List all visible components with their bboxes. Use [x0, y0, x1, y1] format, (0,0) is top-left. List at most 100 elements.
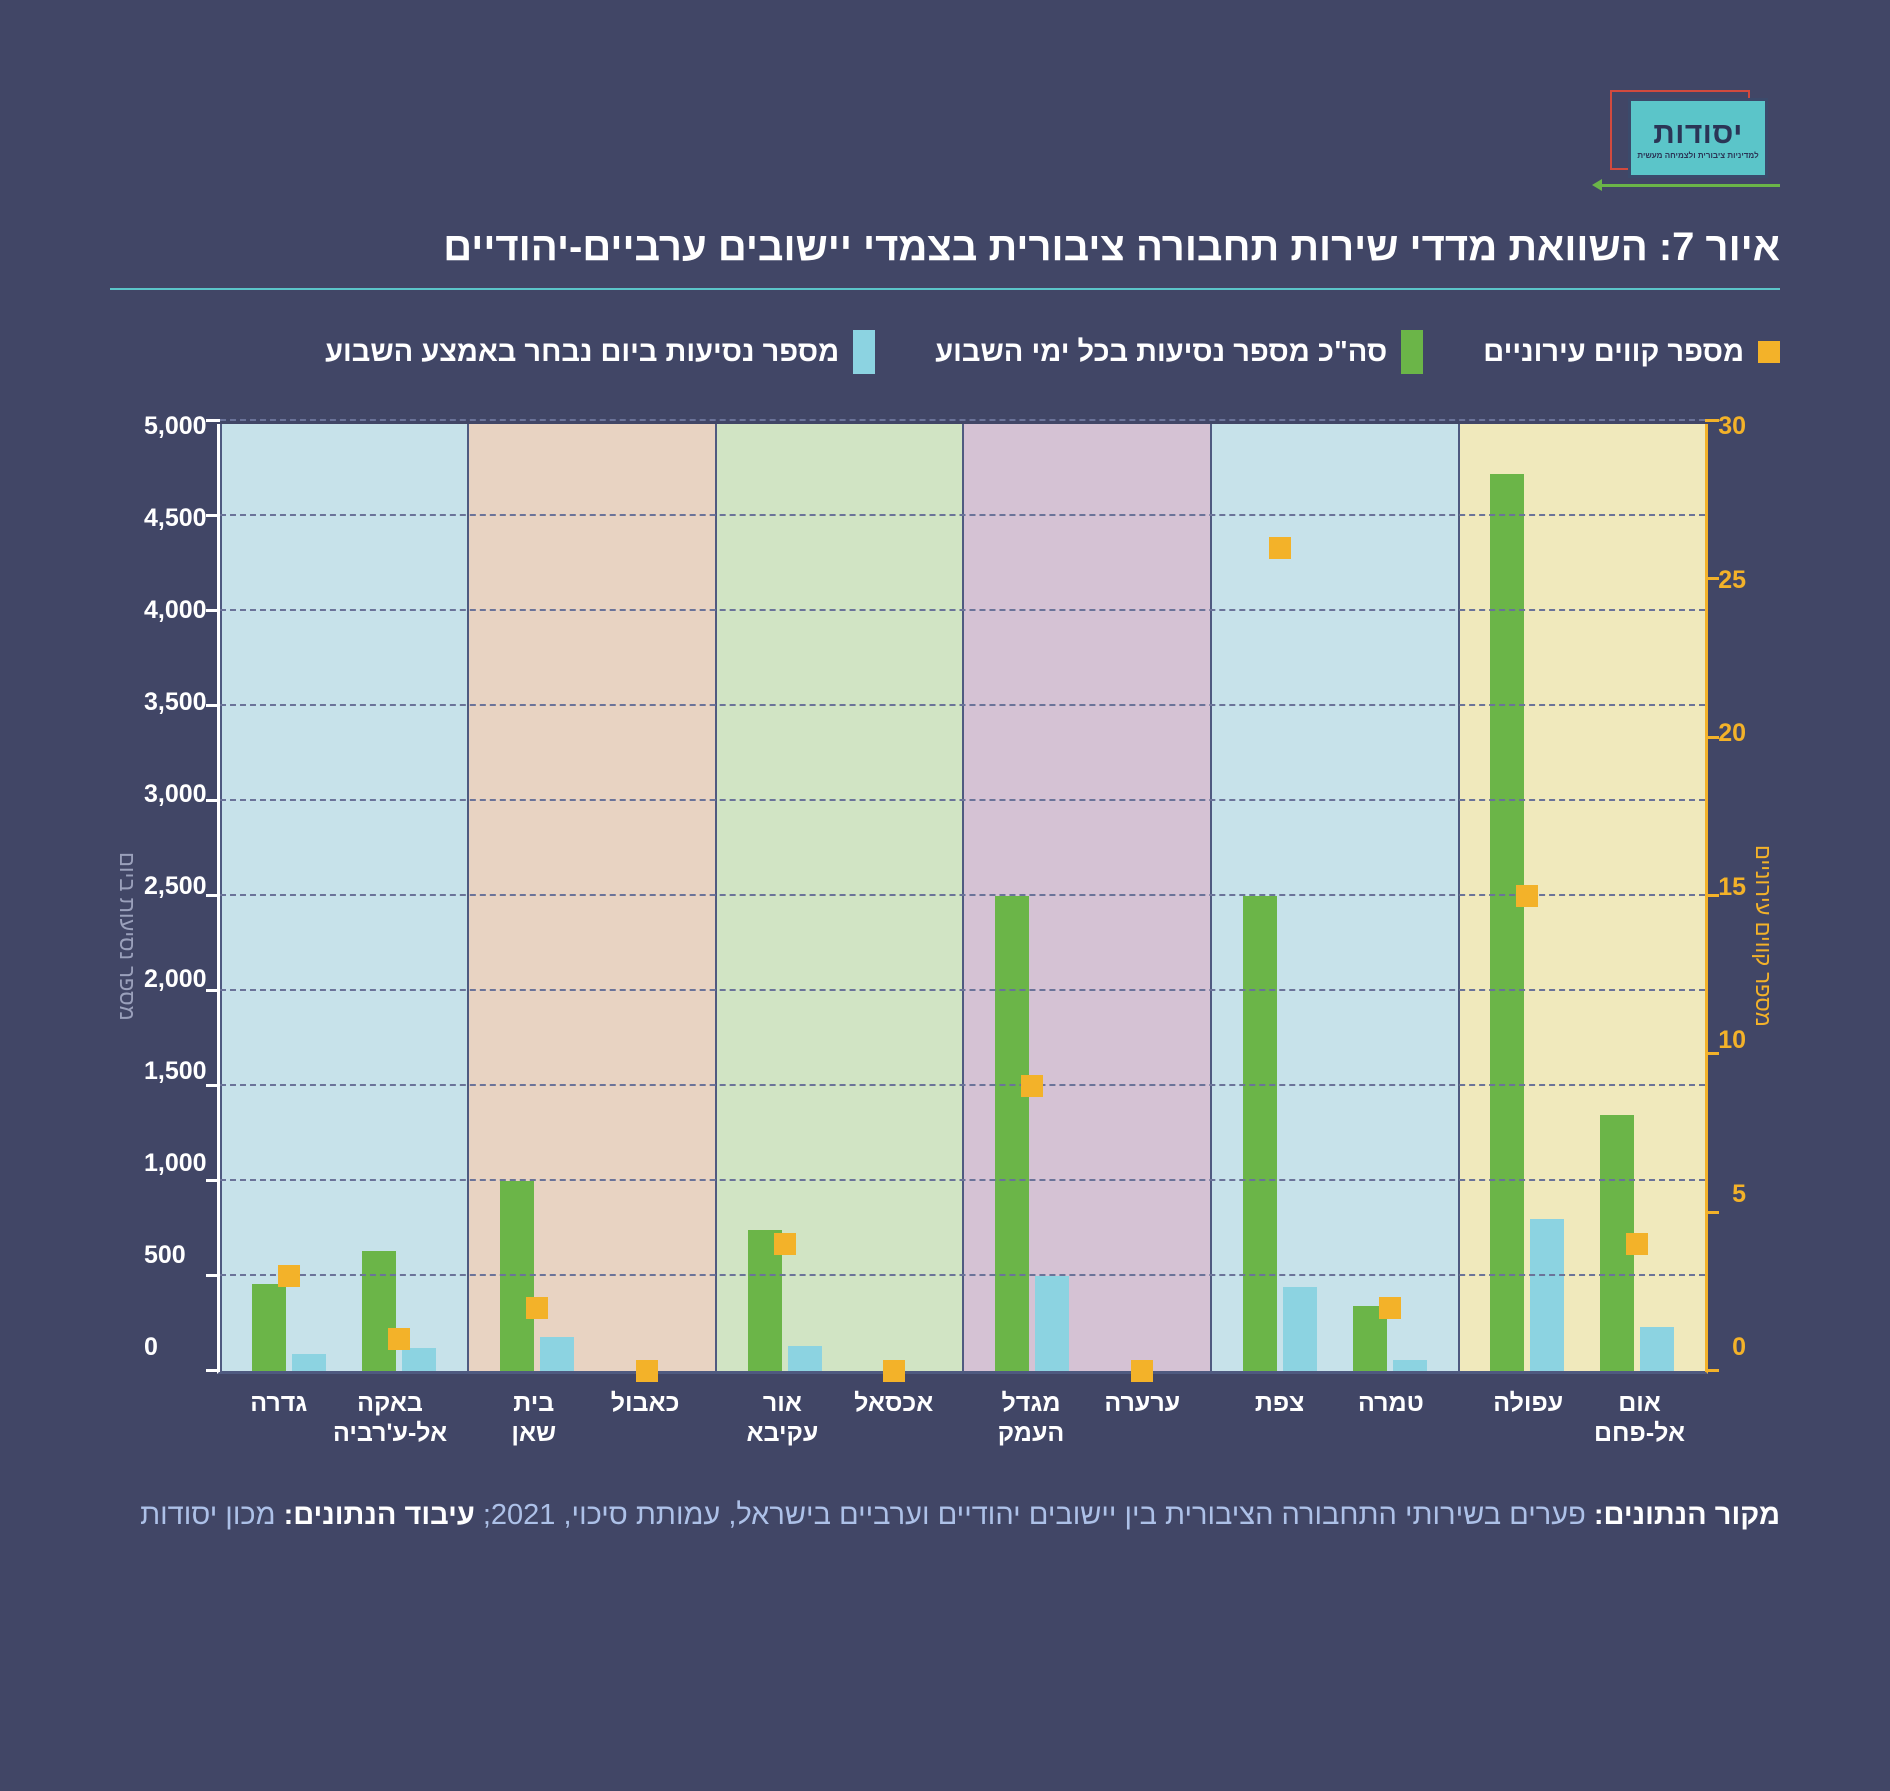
logo: יסודות למדיניות ציבורית ולצמיחה מעשית — [110, 90, 1780, 185]
y-left-tick: 1,500 — [144, 1057, 207, 1086]
marker-lines — [1626, 1233, 1648, 1255]
source-label: מקור הנתונים: — [1594, 1499, 1780, 1531]
marker-lines — [883, 1360, 905, 1382]
panel — [715, 424, 963, 1371]
marker-lines — [1021, 1075, 1043, 1097]
bar-icon — [1401, 330, 1423, 374]
y-left-tick: 2,500 — [144, 872, 207, 901]
y-left-tick: 1,000 — [144, 1149, 207, 1178]
y-right-tick: 10 — [1718, 1026, 1746, 1055]
bar-total-trips — [500, 1181, 534, 1371]
logo-name: יסודות — [1653, 117, 1743, 151]
legend: מספר קווים עירוניים סה"כ מספר נסיעות בכל… — [110, 330, 1780, 374]
x-label: כאבול — [594, 1388, 695, 1448]
y-left-tick: 0 — [144, 1333, 158, 1362]
city-group — [597, 424, 697, 1371]
y-left-tick: 3,500 — [144, 688, 207, 717]
city-group — [349, 424, 449, 1371]
x-label: ערערה — [1092, 1388, 1193, 1448]
y-left-tick: 3,000 — [144, 780, 207, 809]
divider — [110, 288, 1780, 290]
bar-day-trips — [540, 1337, 574, 1371]
bar-day-trips — [1640, 1327, 1674, 1371]
marker-lines — [774, 1233, 796, 1255]
panel — [467, 424, 715, 1371]
y-left-tick: 4,000 — [144, 596, 207, 625]
city-group — [240, 424, 340, 1371]
y-left-label: מספר נסיעות ביום — [110, 424, 144, 1448]
x-label: באקהאל-ע'רביה — [333, 1388, 447, 1448]
y-right-tick: 0 — [1732, 1333, 1746, 1362]
y-right-tick: 25 — [1718, 566, 1746, 595]
y-left-tick: 4,500 — [144, 504, 207, 533]
x-label: טמרה — [1340, 1388, 1441, 1448]
city-group — [1092, 424, 1192, 1371]
proc-text: מכון יסודות — [140, 1499, 275, 1531]
bar-total-trips — [252, 1284, 286, 1371]
marker-lines — [278, 1265, 300, 1287]
x-label: אכסאל — [843, 1388, 944, 1448]
source-footer: מקור הנתונים: פערים בשירותי התחבורה הציב… — [110, 1488, 1780, 1543]
city-group — [1340, 424, 1440, 1371]
x-label: אורעקיבא — [732, 1388, 833, 1448]
plot-area — [217, 424, 1709, 1374]
marker-lines — [526, 1297, 548, 1319]
city-group — [1478, 424, 1578, 1371]
city-group — [1587, 424, 1687, 1371]
y-right-ticks: 30 25 20 15 10 5 0 — [1708, 412, 1746, 1362]
city-group — [735, 424, 835, 1371]
arrow-icon — [1600, 184, 1780, 187]
x-label: צפת — [1229, 1388, 1330, 1448]
legend-item-lines: מספר קווים עירוניים — [1483, 330, 1780, 374]
marker-lines — [1516, 885, 1538, 907]
bar-total-trips — [1490, 474, 1524, 1371]
legend-item-total: סה"כ מספר נסיעות בכל ימי השבוע — [935, 330, 1423, 374]
x-label: עפולה — [1478, 1388, 1579, 1448]
square-icon — [1758, 341, 1780, 363]
x-label: ביתשאן — [483, 1388, 584, 1448]
logo-subtitle: למדיניות ציבורית ולצמיחה מעשית — [1637, 151, 1758, 160]
bar-day-trips — [1530, 1219, 1564, 1371]
city-group — [845, 424, 945, 1371]
bar-day-trips — [788, 1346, 822, 1371]
bar-total-trips — [1243, 896, 1277, 1371]
x-label: מגדלהעמק — [980, 1388, 1081, 1448]
bar-total-trips — [362, 1251, 396, 1371]
x-labels: אוםאל-פחםעפולהטמרהצפתערערהמגדלהעמקאכסאלא… — [217, 1388, 1709, 1448]
marker-lines — [388, 1328, 410, 1350]
panel — [220, 424, 468, 1371]
city-group — [487, 424, 587, 1371]
source-text: פערים בשירותי התחבורה הציבורית בין יישוב… — [483, 1499, 1586, 1531]
y-left-tick: 5,000 — [144, 412, 207, 441]
chart-title: איור 7: השוואת מדדי שירות תחבורה ציבורית… — [110, 225, 1780, 270]
bar-day-trips — [402, 1348, 436, 1371]
y-left-ticks: 5,000 4,500 4,000 3,500 3,000 2,500 2,000 1,500… — [144, 412, 217, 1362]
panel — [962, 424, 1210, 1371]
proc-label: עיבוד הנתונים: — [284, 1499, 475, 1531]
y-right-tick: 30 — [1718, 412, 1746, 441]
legend-item-day: מספר נסיעות ביום נבחר באמצע השבוע — [325, 330, 875, 374]
legend-label: סה"כ מספר נסיעות בכל ימי השבוע — [935, 336, 1387, 369]
chart: מספר קווים עירוניים 302520151050 אוםאל-פ… — [110, 424, 1780, 1448]
y-right-label: מספר קווים עירוניים — [1746, 424, 1780, 1448]
y-right-tick: 20 — [1718, 719, 1746, 748]
legend-label: מספר קווים עירוניים — [1483, 336, 1744, 369]
y-right-tick: 15 — [1718, 873, 1746, 902]
bar-day-trips — [1035, 1276, 1069, 1371]
bar-day-trips — [1283, 1287, 1317, 1371]
bar-total-trips — [995, 896, 1029, 1371]
marker-lines — [1131, 1360, 1153, 1382]
panel — [1458, 424, 1706, 1371]
city-group — [1230, 424, 1330, 1371]
bar-day-trips — [1393, 1360, 1427, 1371]
legend-label: מספר נסיעות ביום נבחר באמצע השבוע — [325, 336, 839, 369]
city-group — [982, 424, 1082, 1371]
marker-lines — [1269, 537, 1291, 559]
marker-lines — [1379, 1297, 1401, 1319]
panel — [1210, 424, 1458, 1371]
x-label: גדרה — [235, 1388, 323, 1448]
y-right-tick: 5 — [1732, 1180, 1746, 1209]
y-left-tick: 500 — [144, 1241, 186, 1270]
y-left-tick: 2,000 — [144, 965, 207, 994]
marker-lines — [636, 1360, 658, 1382]
